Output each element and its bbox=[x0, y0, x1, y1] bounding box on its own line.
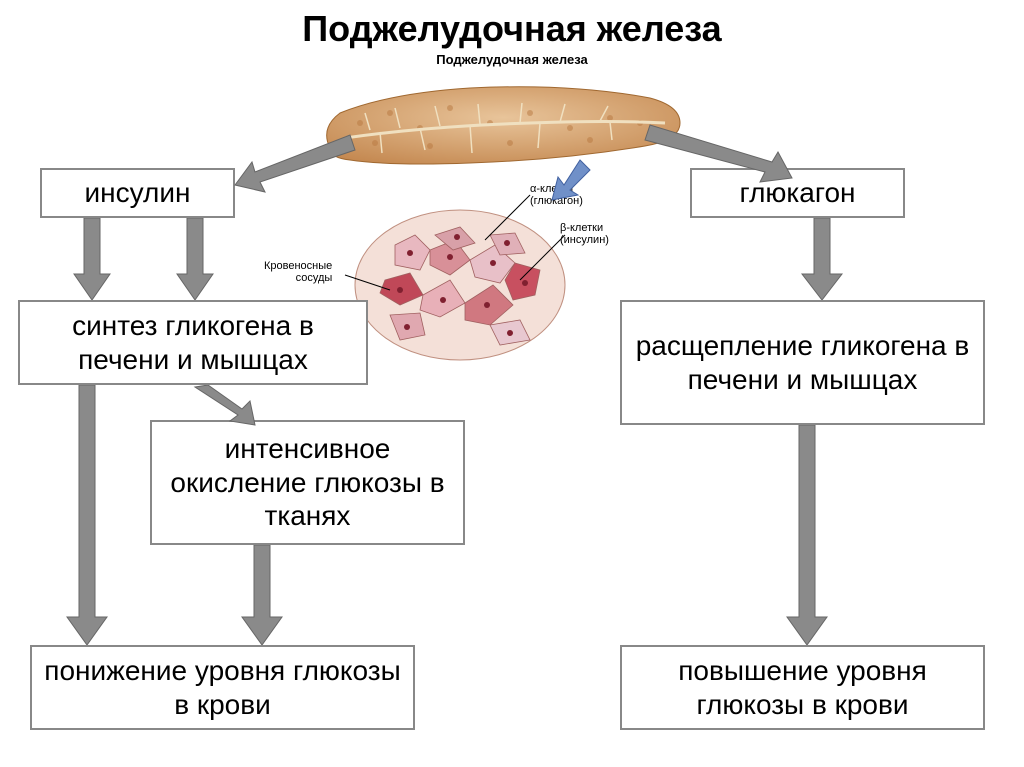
arrow-insulin-synth-left bbox=[72, 218, 112, 300]
islet-illustration bbox=[335, 185, 585, 365]
vessels-label: Кровеносныесосуды bbox=[264, 260, 332, 284]
glycogen-synth-box: синтез гликогена в печени и мышцах bbox=[18, 300, 368, 385]
intensive-ox-label: интенсивное окисление глюкозы в тканях bbox=[160, 432, 455, 533]
main-title: Поджелудочная железа bbox=[0, 8, 1024, 50]
subtitle: Поджелудочная железа bbox=[0, 52, 1024, 67]
lowering-label: понижение уровня глюкозы в крови bbox=[40, 654, 405, 721]
arrow-glucagon-break bbox=[800, 218, 844, 300]
arrow-pancreas-glucagon bbox=[640, 120, 800, 190]
arrow-pancreas-insulin bbox=[230, 130, 360, 195]
raising-label: повышение уровня глюкозы в крови bbox=[630, 654, 975, 721]
glycogen-break-label: расщепление гликогена в печени и мышцах bbox=[630, 329, 975, 396]
blue-arrow-icon bbox=[540, 155, 600, 205]
beta-label-text: β-клетки(инсулин) bbox=[560, 222, 609, 246]
glycogen-synth-label: синтез гликогена в печени и мышцах bbox=[28, 309, 358, 376]
arrow-synth-intensive bbox=[190, 385, 260, 427]
arrow-synth-lowering bbox=[65, 385, 109, 645]
raising-box: повышение уровня глюкозы в крови bbox=[620, 645, 985, 730]
arrow-break-raising bbox=[785, 425, 829, 645]
arrow-intensive-lowering bbox=[240, 545, 284, 645]
pancreas-illustration bbox=[310, 68, 690, 188]
arrow-insulin-synth-right bbox=[175, 218, 215, 300]
intensive-ox-box: интенсивное окисление глюкозы в тканях bbox=[150, 420, 465, 545]
lowering-box: понижение уровня глюкозы в крови bbox=[30, 645, 415, 730]
insulin-box: инсулин bbox=[40, 168, 235, 218]
insulin-label: инсулин bbox=[85, 176, 191, 210]
beta-label: β-клетки(инсулин) bbox=[560, 222, 609, 246]
vessels-label-text: Кровеносныесосуды bbox=[264, 260, 332, 284]
glycogen-break-box: расщепление гликогена в печени и мышцах bbox=[620, 300, 985, 425]
